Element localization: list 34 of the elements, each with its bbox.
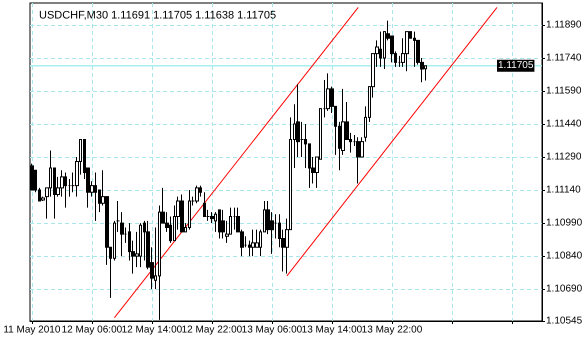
- y-tick-label: 1.11290: [546, 152, 582, 163]
- candlestick: [180, 194, 184, 232]
- candlestick: [379, 31, 382, 68]
- y-tick-label: 1.10990: [546, 218, 583, 229]
- y-tick-label: 1.10545: [546, 316, 583, 326]
- y-tick-label: 1.11440: [546, 118, 582, 130]
- y-tick-label: 1.11890: [546, 20, 582, 31]
- x-tick-label: 13 May 06:00: [242, 324, 303, 336]
- x-tick-label: 11 May 2010: [3, 324, 61, 336]
- candlestick: [188, 190, 191, 230]
- text: USDCHF,M30 1.11691 1.11705 1.11638 1.11705: [39, 10, 276, 22]
- candlestick: [405, 31, 409, 72]
- ref-line-label: 1.11705: [498, 60, 534, 72]
- candlestick: [203, 192, 206, 217]
- candlestick: [139, 222, 142, 268]
- candlestick: [413, 31, 416, 68]
- y-tick-label: 1.10840: [546, 250, 583, 262]
- y-tick-label: 1.11740: [546, 52, 582, 64]
- y-tick-label: 1.11590: [546, 86, 582, 97]
- candlestick: [221, 209, 225, 239]
- candlestick: [251, 229, 255, 257]
- x-tick-label: 12 May 14:00: [122, 324, 183, 336]
- y-tick-label: 1.11140: [546, 184, 582, 196]
- x-tick-label: 13 May 14:00: [302, 324, 363, 336]
- y-tick-label: 1.10690: [546, 284, 583, 295]
- candlestick: [218, 209, 221, 239]
- x-tick-label: 12 May 22:00: [182, 324, 243, 336]
- candlestick: [94, 172, 97, 222]
- candlestick: [195, 185, 199, 204]
- x-tick-label: 13 May 22:00: [362, 324, 423, 336]
- x-tick-label: 12 May 06:00: [62, 324, 123, 336]
- candlestick: [64, 172, 67, 208]
- candlestick: [233, 207, 236, 230]
- candlestick: [356, 136, 360, 184]
